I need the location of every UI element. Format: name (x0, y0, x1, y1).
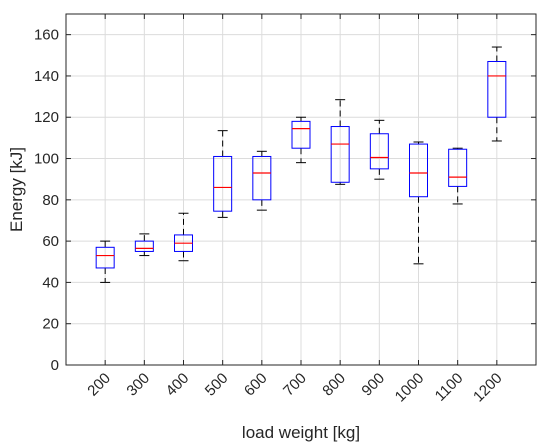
y-axis-title: Energy [kJ] (7, 147, 26, 232)
y-tick-label: 100 (34, 151, 59, 168)
x-axis-title: load weight [kg] (242, 423, 360, 442)
box-700 (291, 116, 311, 164)
x-tick-label: 900 (358, 370, 388, 400)
box-1000 (409, 141, 428, 265)
x-tick-label: 700 (280, 370, 310, 400)
y-tick-label: 60 (42, 233, 59, 250)
interquartile-box (487, 60, 507, 118)
y-tick-label: 20 (42, 316, 59, 333)
box-300 (134, 233, 154, 257)
interquartile-box (134, 240, 154, 252)
y-tick-label: 80 (42, 192, 59, 209)
x-axis-ticks: 200 300 400 500 600 700 800 900 1000 1100 1200 (84, 14, 506, 406)
interquartile-box (448, 148, 468, 187)
box-400 (174, 212, 193, 262)
box-1100 (448, 147, 468, 205)
box-500 (213, 130, 233, 218)
y-tick-label: 160 (34, 27, 59, 44)
y-tick-label: 120 (34, 109, 59, 126)
box-800 (330, 99, 350, 185)
x-tick-label: 300 (123, 370, 153, 400)
interquartile-box (252, 155, 272, 201)
interquartile-box (409, 143, 428, 198)
y-axis-ticks: 0 20 40 60 80 100 120 140 160 (34, 27, 536, 374)
x-tick-label: 1100 (432, 370, 467, 405)
x-tick-label: 500 (202, 370, 232, 400)
x-tick-label: 400 (163, 370, 193, 400)
x-tick-label: 800 (319, 370, 349, 400)
y-tick-label: 140 (34, 68, 59, 85)
interquartile-box (369, 133, 389, 170)
y-tick-label: 0 (51, 357, 59, 374)
x-tick-label: 600 (241, 370, 271, 400)
x-tick-label: 1200 (470, 370, 506, 406)
interquartile-box (213, 155, 233, 212)
grid-lines (66, 14, 536, 366)
y-tick-label: 40 (42, 274, 59, 291)
interquartile-box (95, 246, 115, 269)
x-tick-label: 200 (84, 370, 114, 400)
box-600 (252, 150, 272, 211)
x-tick-label: 1000 (392, 370, 428, 406)
interquartile-box (330, 126, 350, 183)
box-200 (95, 240, 115, 283)
box-1200 (487, 46, 507, 142)
box-plot-series (95, 46, 507, 283)
interquartile-box (291, 120, 311, 149)
box-900 (369, 119, 389, 180)
